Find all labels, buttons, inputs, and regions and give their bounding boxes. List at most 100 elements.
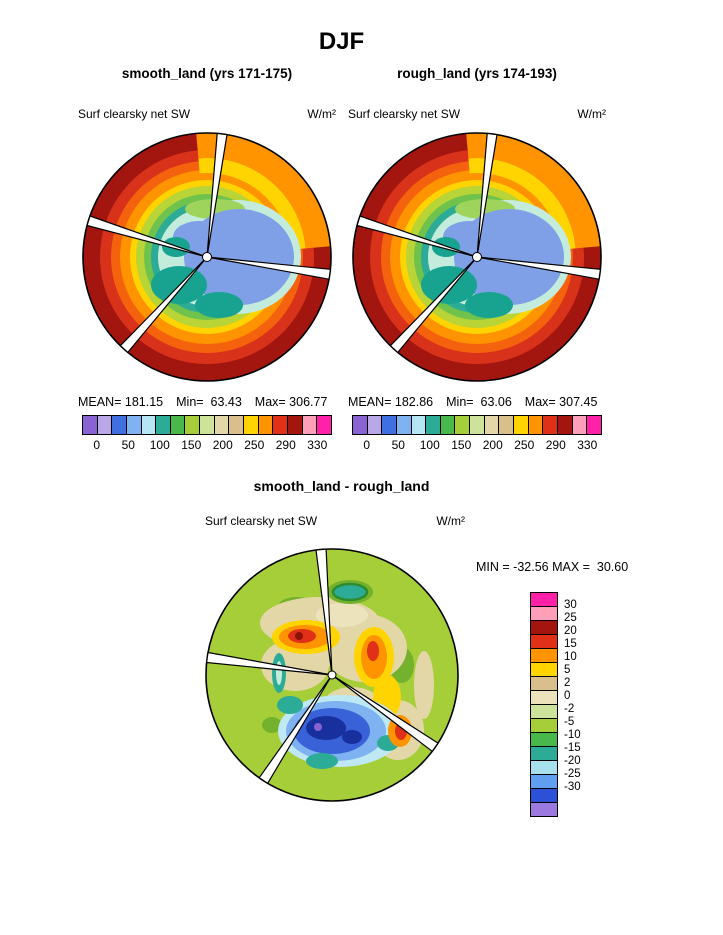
colorbar-tick: 100 bbox=[419, 438, 440, 452]
h-colorbar-ticks: 0 50 100 150 200 250 290 330 bbox=[351, 438, 603, 452]
colorbar-segment bbox=[426, 416, 441, 434]
colorbar-tick: 200 bbox=[212, 438, 233, 452]
colorbar-segment bbox=[141, 416, 157, 434]
colorbar-tick: 20 bbox=[564, 625, 577, 637]
colorbar-segment bbox=[273, 416, 288, 434]
colorbar-tick: -2 bbox=[564, 703, 575, 715]
colorbar-segment bbox=[531, 774, 557, 788]
colorbar-tick: 5 bbox=[564, 664, 571, 676]
colorbar-tick: 30 bbox=[564, 599, 577, 611]
colorbar-segment bbox=[531, 704, 557, 718]
colorbar-segment bbox=[185, 416, 201, 434]
colorbar-segment bbox=[353, 416, 368, 434]
h-colorbar-ticks: 0 50 100 150 200 250 290 330 bbox=[81, 438, 333, 452]
colorbar-segment bbox=[531, 718, 557, 732]
panel-rough-land: rough_land (yrs 174-193) Surf clearsky n… bbox=[348, 66, 606, 452]
colorbar-tick: -15 bbox=[564, 742, 581, 754]
diff-field-row: Surf clearsky net SW W/m² bbox=[205, 514, 465, 528]
stat-min: Min= 63.06 bbox=[446, 395, 512, 409]
colorbar-tick: -5 bbox=[564, 716, 575, 728]
colorbar-segment bbox=[499, 416, 515, 434]
panel-smooth-land: smooth_land (yrs 171-175) Surf clearsky … bbox=[78, 66, 336, 452]
colorbar-segment bbox=[302, 416, 318, 434]
colorbar-tick: -30 bbox=[564, 781, 581, 793]
colorbar-segment bbox=[440, 416, 456, 434]
panel-subtitle: smooth_land (yrs 171-175) bbox=[121, 66, 293, 81]
stats-row: MEAN= 182.86 Min= 63.06 Max= 307.45 bbox=[348, 395, 606, 409]
colorbar-segment bbox=[244, 416, 259, 434]
colorbar-segment bbox=[531, 802, 557, 816]
colorbar-segment bbox=[531, 648, 557, 662]
colorbar-tick: 2 bbox=[564, 677, 571, 689]
page-title: DJF bbox=[318, 28, 365, 55]
colorbar-segment bbox=[531, 593, 557, 606]
field-row: Surf clearsky net SW W/m² bbox=[348, 107, 606, 121]
stat-max: Max= 307.45 bbox=[524, 395, 598, 409]
colorbar-segment bbox=[514, 416, 529, 434]
stats-row: MEAN= 181.15 Min= 63.43 Max= 306.77 bbox=[78, 395, 336, 409]
v-colorbar-segments bbox=[530, 592, 558, 817]
units-label: W/m² bbox=[307, 107, 336, 121]
colorbar-tick: 15 bbox=[564, 638, 577, 650]
diff-minmax-label: MIN = -32.56 MAX = 30.60 bbox=[476, 560, 629, 574]
stat-mean: MEAN= 182.86 bbox=[348, 395, 434, 409]
units-label: W/m² bbox=[577, 107, 606, 121]
colorbar-segment bbox=[455, 416, 471, 434]
colorbar-segment bbox=[531, 662, 557, 676]
colorbar-tick: 10 bbox=[564, 651, 577, 663]
colorbar-segment bbox=[170, 416, 186, 434]
colorbar-segment bbox=[258, 416, 274, 434]
colorbar-segment bbox=[411, 416, 427, 434]
units-label: W/m² bbox=[436, 514, 465, 528]
panel-subtitle: rough_land (yrs 174-193) bbox=[397, 66, 557, 81]
colorbar-tick: 290 bbox=[545, 438, 566, 452]
colorbar-segment bbox=[214, 416, 230, 434]
polar-map-smooth-land bbox=[79, 129, 335, 385]
colorbar-segment bbox=[531, 676, 557, 690]
stat-mean: MEAN= 181.15 bbox=[78, 395, 164, 409]
colorbar-segment bbox=[126, 416, 142, 434]
colorbar-segment bbox=[112, 416, 127, 434]
colorbar-segment bbox=[200, 416, 215, 434]
colorbar-tick: 0 bbox=[363, 438, 371, 452]
field-label: Surf clearsky net SW bbox=[78, 107, 191, 121]
colorbar-segment bbox=[572, 416, 588, 434]
colorbar-tick: -25 bbox=[564, 768, 581, 780]
colorbar-segment bbox=[287, 416, 303, 434]
colorbar-segment bbox=[484, 416, 500, 434]
colorbar-segment bbox=[531, 746, 557, 760]
diff-title: smooth_land - rough_land bbox=[253, 478, 430, 494]
colorbar-segment bbox=[531, 606, 557, 620]
colorbar-segment bbox=[531, 690, 557, 704]
colorbar-segment bbox=[317, 416, 331, 434]
v-colorbar: 30 25 20 15 10 5 2 0 -2 -5 -10 -15 -20 -25 -30 bbox=[530, 592, 581, 817]
colorbar-segment bbox=[543, 416, 558, 434]
colorbar-tick: 25 bbox=[564, 612, 577, 624]
h-colorbar bbox=[352, 415, 602, 435]
colorbar-segment bbox=[587, 416, 601, 434]
colorbar-tick: -20 bbox=[564, 755, 581, 767]
colorbar-segment bbox=[531, 620, 557, 634]
colorbar-tick: -10 bbox=[564, 729, 581, 741]
colorbar-segment bbox=[528, 416, 544, 434]
colorbar-segment bbox=[382, 416, 397, 434]
field-row: Surf clearsky net SW W/m² bbox=[78, 107, 336, 121]
stat-max: Max= 306.77 bbox=[254, 395, 328, 409]
colorbar-segment bbox=[531, 634, 557, 648]
colorbar-tick: 0 bbox=[93, 438, 101, 452]
colorbar-segment bbox=[531, 732, 557, 746]
colorbar-tick: 330 bbox=[577, 438, 598, 452]
colorbar-tick: 100 bbox=[149, 438, 170, 452]
field-label: Surf clearsky net SW bbox=[348, 107, 461, 121]
colorbar-segment bbox=[367, 416, 383, 434]
colorbar-tick: 290 bbox=[275, 438, 296, 452]
colorbar-tick: 50 bbox=[391, 438, 405, 452]
colorbar-segment bbox=[531, 788, 557, 802]
colorbar-tick: 150 bbox=[181, 438, 202, 452]
colorbar-segment bbox=[470, 416, 485, 434]
polar-map-difference bbox=[205, 548, 459, 802]
colorbar-tick: 250 bbox=[244, 438, 265, 452]
colorbar-segment bbox=[229, 416, 245, 434]
colorbar-segment bbox=[156, 416, 171, 434]
